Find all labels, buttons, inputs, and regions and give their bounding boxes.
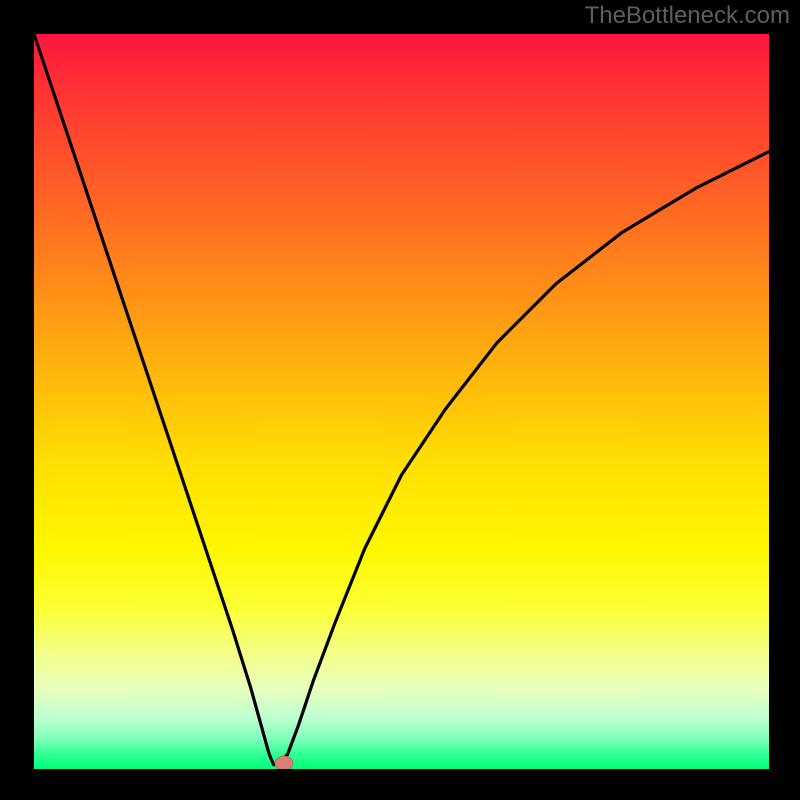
watermark-text: TheBottleneck.com bbox=[585, 2, 790, 30]
curve-svg bbox=[34, 34, 769, 769]
chart-stage: TheBottleneck.com bbox=[0, 0, 800, 800]
bottleneck-curve bbox=[34, 34, 769, 765]
min-point-marker bbox=[275, 756, 293, 769]
plot-area bbox=[34, 34, 769, 769]
